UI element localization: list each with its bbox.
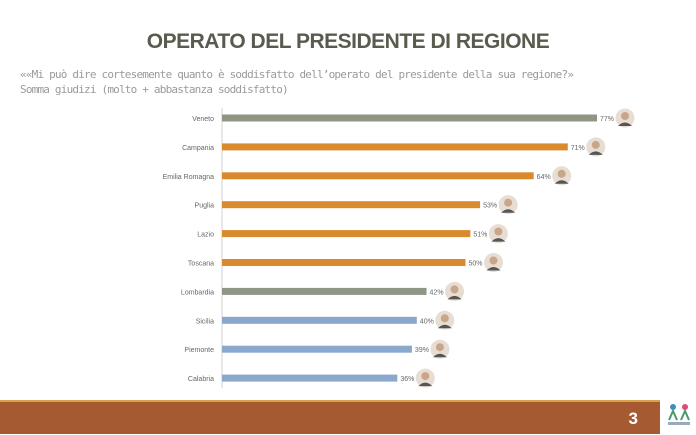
- value-label: 53%: [483, 203, 497, 210]
- president-shoulders: [554, 180, 569, 184]
- value-label: 42%: [430, 289, 444, 296]
- bar-chart: Veneto 77% Campania 71% Emilia Romagna 64% Pug…: [163, 107, 636, 389]
- bar-toscana: [222, 259, 466, 266]
- bar-campania: [222, 143, 568, 151]
- president-face: [450, 285, 459, 294]
- value-label: 36%: [400, 376, 414, 383]
- bar-piemonte: [222, 345, 412, 353]
- category-label: Calabria: [188, 376, 214, 383]
- bar-puglia: [222, 201, 481, 209]
- category-label: Sicilia: [196, 318, 214, 325]
- president-face: [504, 198, 513, 207]
- president-shoulders: [418, 382, 433, 387]
- president-shoulders: [588, 151, 603, 155]
- value-label: 77%: [600, 116, 614, 123]
- value-label: 71%: [571, 145, 585, 152]
- president-shoulders: [486, 267, 501, 271]
- page-number: 3: [628, 409, 638, 428]
- category-label: Toscana: [188, 261, 214, 268]
- president-face: [440, 314, 449, 323]
- president-face: [591, 140, 600, 149]
- subtitle: Somma giudizi (molto + abbastanza soddis…: [20, 83, 289, 96]
- category-label: Lazio: [197, 232, 214, 239]
- survey-question: ««Mi può dire cortesemente quanto è sodd…: [20, 68, 574, 81]
- president-face: [421, 372, 430, 381]
- value-label: 64%: [537, 174, 551, 181]
- page-title: OPERATO DEL PRESIDENTE DI REGIONE: [146, 30, 550, 53]
- value-label: 50%: [469, 261, 483, 268]
- logo-icon: [668, 404, 690, 425]
- bar-sicilia: [222, 316, 417, 324]
- category-label: Piemonte: [184, 347, 214, 354]
- bar-calabria: [222, 374, 398, 382]
- category-label: Puglia: [195, 203, 215, 210]
- president-face: [435, 343, 444, 352]
- value-label: 51%: [473, 232, 487, 239]
- president-shoulders: [432, 353, 447, 358]
- president-shoulders: [437, 324, 452, 329]
- president-face: [557, 169, 566, 178]
- president-shoulders: [617, 122, 632, 126]
- bar-lazio: [222, 230, 471, 238]
- president-face: [489, 256, 498, 265]
- bar-lombardia: [222, 287, 427, 295]
- category-label: Emilia Romagna: [163, 174, 214, 181]
- category-label: Lombardia: [181, 289, 214, 296]
- president-shoulders: [447, 295, 462, 300]
- footer-bar: 3: [0, 400, 660, 434]
- category-label: Veneto: [192, 116, 214, 123]
- president-shoulders: [501, 209, 516, 213]
- bar-emilia-romagna: [222, 172, 534, 180]
- value-label: 39%: [415, 347, 429, 354]
- value-label: 40%: [420, 318, 434, 325]
- category-label: Campania: [182, 145, 214, 152]
- president-shoulders: [491, 238, 506, 242]
- president-face: [620, 112, 629, 120]
- president-face: [494, 227, 503, 236]
- bar-veneto: [222, 114, 597, 122]
